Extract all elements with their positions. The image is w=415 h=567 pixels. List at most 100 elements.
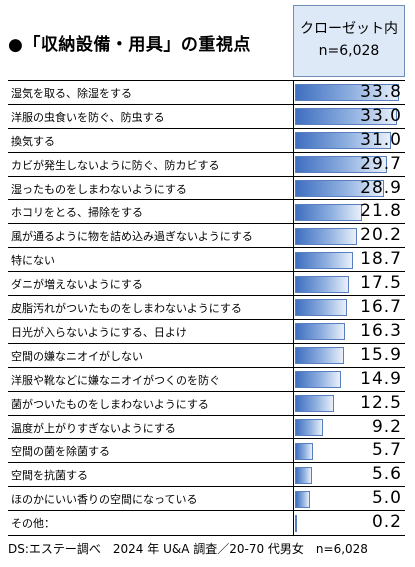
bar (295, 442, 313, 460)
bar (295, 132, 391, 150)
source-note: DS:エステー調べ 2024 年 U&A 調査／20-70 代男女 n=6,02… (8, 542, 368, 556)
value-label: 18.7 (360, 249, 402, 270)
chart-title: ●「収納設備・用具」の重視点 (8, 35, 251, 55)
bar (295, 156, 387, 174)
bar (295, 371, 341, 389)
table-row: ダニが増えないようにする 17.5 (8, 272, 405, 297)
table-row: 洋服の虫食いを防ぐ、防虫する 33.0 (8, 104, 405, 129)
column-divider (293, 248, 294, 272)
column-divider (293, 343, 294, 367)
bar (295, 514, 297, 532)
column-divider (293, 296, 294, 319)
table-row: 換気する 31.0 (8, 128, 405, 153)
table-row: 空間を抗菌する 5.6 (8, 463, 405, 488)
bar (295, 251, 353, 269)
column-header: クローゼット内 n=6,028 (293, 5, 405, 77)
bar (295, 299, 347, 317)
category-label: 菌がついたものをしまわないようにする (11, 397, 209, 411)
bar (295, 275, 349, 293)
category-label: 風が通るように物を詰め込み過ぎないようにする (11, 230, 253, 244)
category-label: 皮脂汚れがついたものをしまわないようにする (11, 302, 242, 316)
table-row: 日光が入らないようにする、日よけ 16.3 (8, 319, 405, 344)
column-divider (293, 200, 294, 224)
category-label: 温度が上がりすぎないようにする (11, 421, 176, 435)
column-divider (293, 152, 294, 176)
value-label: 5.6 (371, 464, 402, 485)
category-label: ダニが増えないようにする (11, 278, 143, 292)
category-label: 換気する (11, 134, 55, 148)
column-divider (293, 415, 294, 439)
column-header-line-1: クローゼット内 (300, 21, 398, 37)
value-label: 14.9 (360, 368, 402, 389)
bar (295, 395, 334, 413)
value-label: 28.9 (360, 177, 402, 198)
table-row: 湿気を取る、除湿をする 33.8 (8, 81, 405, 105)
bar (295, 227, 358, 245)
category-label: その他： (11, 517, 55, 531)
category-label: 空間の菌を除菌する (11, 445, 110, 459)
value-label: 15.9 (360, 344, 402, 365)
column-divider (293, 439, 294, 463)
table-row: その他： 0.2 (8, 511, 405, 535)
category-label: 湿気を取る、除湿をする (11, 87, 132, 100)
value-label: 16.3 (360, 320, 402, 341)
column-header-line-2: n=6,028 (318, 43, 380, 59)
column-divider (293, 511, 294, 535)
table-row: ホコリをとる、掃除をする 21.8 (8, 200, 405, 225)
value-label: 16.7 (360, 297, 402, 318)
column-divider (293, 272, 294, 296)
category-label: 日光が入らないようにする、日よけ (11, 325, 187, 339)
bar (295, 180, 385, 198)
bar (295, 347, 345, 365)
column-divider (293, 463, 294, 487)
bar (295, 108, 397, 126)
bar (295, 203, 363, 221)
value-label: 31.0 (360, 129, 402, 150)
value-label: 5.7 (371, 440, 402, 461)
value-label: 33.8 (360, 82, 402, 102)
category-label: 空間を抗菌する (11, 469, 88, 483)
value-label: 17.5 (360, 273, 402, 294)
table-row: 空間の嫌なニオイがしない 15.9 (8, 343, 405, 368)
column-divider (293, 367, 294, 391)
column-divider (293, 319, 294, 343)
table-row: 特にない 18.7 (8, 248, 405, 273)
table-row: カビが発生しないように防ぐ、防カビする 29.7 (8, 152, 405, 177)
category-label: 洋服や靴などに嫌なニオイがつくのを防ぐ (11, 373, 220, 387)
value-label: 12.5 (360, 392, 402, 413)
column-divider (293, 104, 294, 128)
value-label: 9.2 (371, 416, 402, 437)
category-label: 湿ったものをしまわないようにする (11, 182, 187, 196)
column-divider (293, 176, 294, 200)
category-label: 洋服の虫食いを防ぐ、防虫する (11, 110, 165, 124)
bar (295, 466, 313, 484)
table-row: 温度が上がりすぎないようにする 9.2 (8, 415, 405, 440)
table-row: 湿ったものをしまわないようにする 28.9 (8, 176, 405, 201)
table-row: ほのかにいい香りの空間になっている 5.0 (8, 487, 405, 512)
table-row: 空間の菌を除菌する 5.7 (8, 439, 405, 464)
value-label: 33.0 (360, 105, 402, 126)
value-label: 21.8 (360, 201, 402, 222)
category-label: 特にない (11, 254, 55, 268)
bar (295, 323, 346, 341)
column-divider (293, 224, 294, 248)
table-row: 皮脂汚れがついたものをしまわないようにする 16.7 (8, 296, 405, 320)
table-row: 洋服や靴などに嫌なニオイがつくのを防ぐ 14.9 (8, 367, 405, 392)
category-label: ほのかにいい香りの空間になっている (11, 493, 198, 507)
value-label: 20.2 (360, 225, 402, 246)
column-divider (293, 487, 294, 511)
category-label: カビが発生しないように防ぐ、防カビする (11, 158, 220, 172)
category-label: ホコリをとる、掃除をする (11, 206, 143, 220)
table-row: 菌がついたものをしまわないようにする 12.5 (8, 391, 405, 416)
value-label: 0.2 (371, 512, 402, 533)
bar (295, 418, 324, 436)
category-label: 空間の嫌なニオイがしない (11, 349, 143, 363)
column-divider (293, 391, 294, 415)
value-label: 5.0 (371, 488, 402, 509)
column-divider (293, 81, 294, 104)
column-divider (293, 128, 294, 152)
bar-table: 湿気を取る、除湿をする 33.8 洋服の虫食いを防ぐ、防虫する 33.0 換気する 31.… (8, 80, 405, 536)
table-row: 風が通るように物を詰め込み過ぎないようにする 20.2 (8, 224, 405, 249)
bar (295, 84, 400, 102)
value-label: 29.7 (360, 153, 402, 174)
